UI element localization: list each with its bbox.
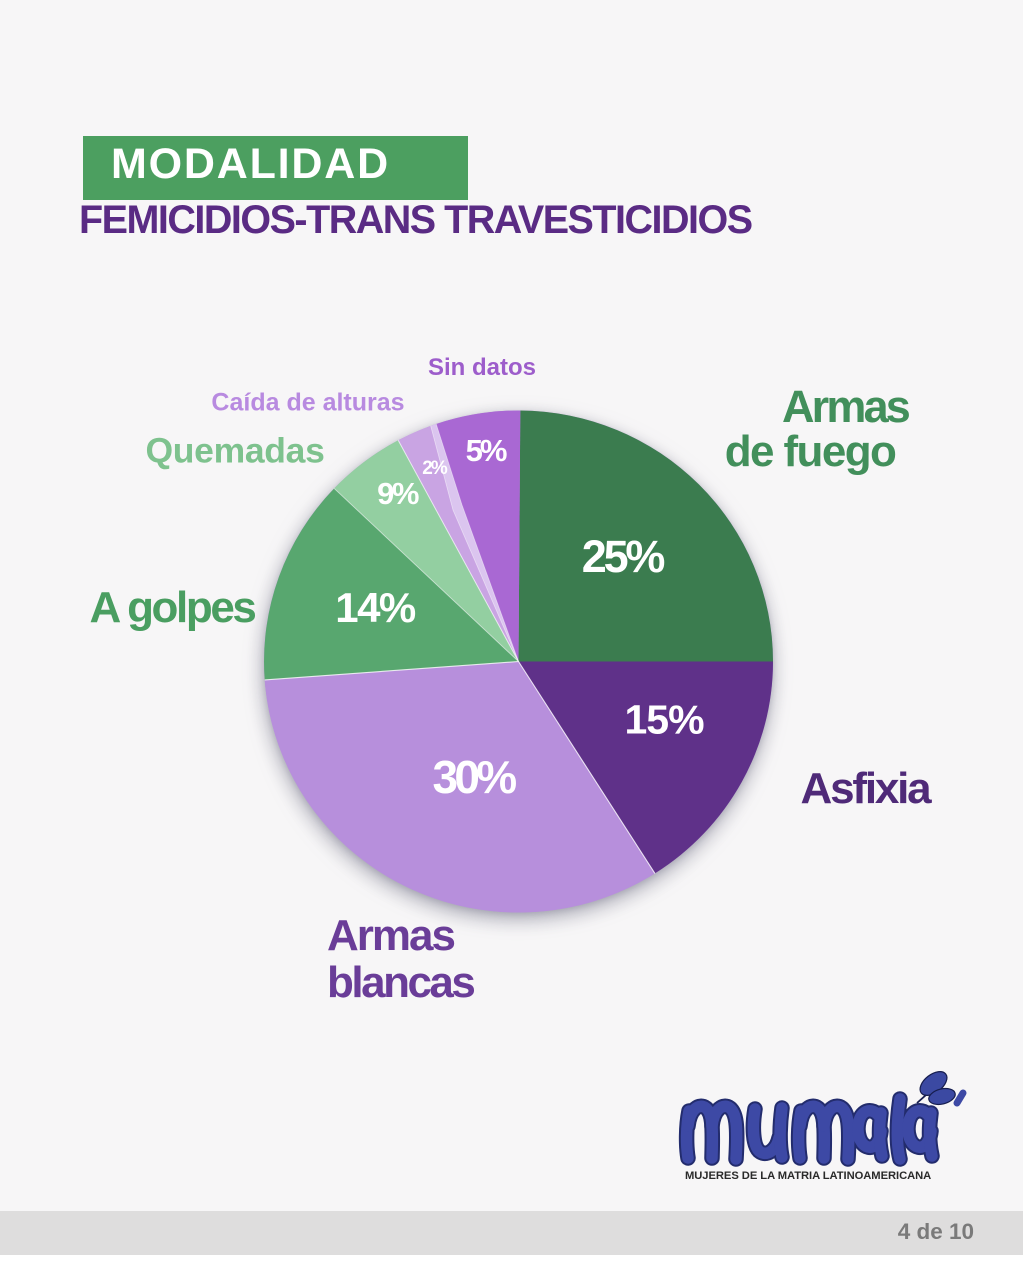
svg-text:MUJERES DE LA MATRIA LATINOAME: MUJERES DE LA MATRIA LATINOAMERICANA [685,1170,931,1182]
